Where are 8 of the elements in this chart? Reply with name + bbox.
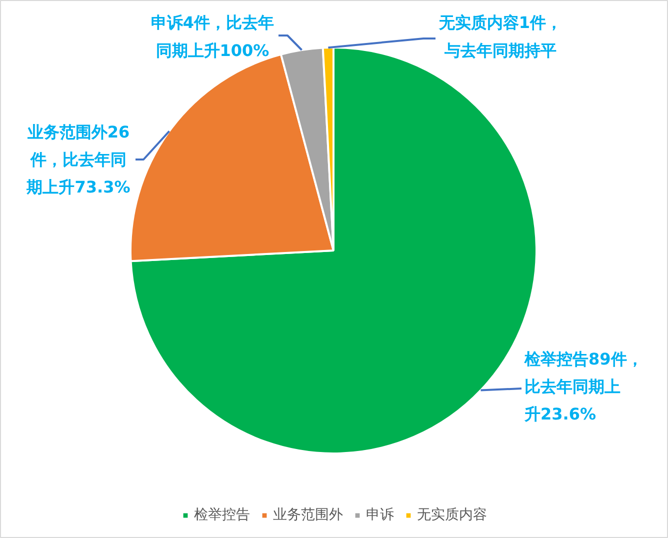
data-label: 业务范围外26件，比去年同期上升73.3% [26,122,130,197]
legend-label: 检举控告 [194,506,250,524]
data-label: 检举控告89件，比去年同期上升23.6% [524,349,643,424]
legend-label: 申诉 [366,506,394,524]
data-label: 无实质内容1件，与去年同期持平 [438,13,562,60]
legend-label: 业务范围外 [273,506,343,524]
legend-label: 无实质内容 [417,506,487,524]
data-label: 申诉4件，比去年同期上升100% [150,13,274,60]
